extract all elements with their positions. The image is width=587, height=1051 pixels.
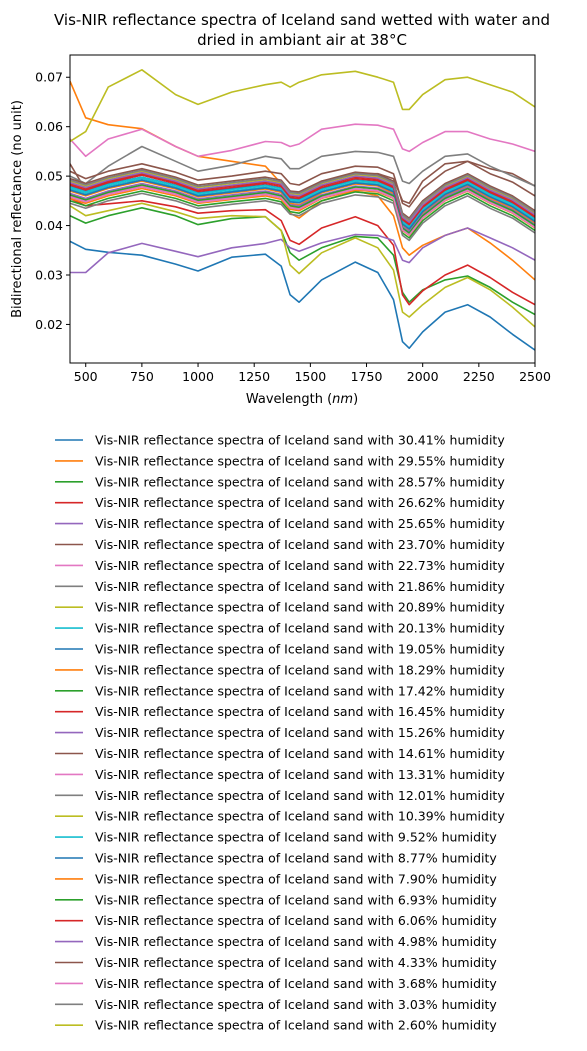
legend-label-11: Vis-NIR reflectance spectra of Iceland s… <box>95 642 505 657</box>
x-axis-label-text: Wavelength <box>246 392 323 407</box>
x-tick-label: 2500 <box>519 369 551 384</box>
series-line-10 <box>70 177 535 229</box>
series-line-19 <box>70 170 535 222</box>
legend-label-29: Vis-NIR reflectance spectra of Iceland s… <box>95 1018 497 1033</box>
plot-area-frame <box>69 54 536 364</box>
legend-label-13: Vis-NIR reflectance spectra of Iceland s… <box>95 683 505 698</box>
legend-label-4: Vis-NIR reflectance spectra of Iceland s… <box>95 495 505 510</box>
legend-label-26: Vis-NIR reflectance spectra of Iceland s… <box>95 955 497 970</box>
x-tick-label: 2000 <box>407 369 439 384</box>
legend-label-17: Vis-NIR reflectance spectra of Iceland s… <box>95 767 505 782</box>
series-line-18 <box>70 192 535 242</box>
x-tick-label: 1250 <box>238 369 270 384</box>
chart-title-line-2: dried in ambiant air at 38°C <box>197 31 407 49</box>
series-line-27 <box>70 186 535 236</box>
legend-label-12: Vis-NIR reflectance spectra of Iceland s… <box>95 662 505 677</box>
series-line-29 <box>70 69 535 143</box>
series-line-24 <box>70 174 535 226</box>
x-tick-label: 1750 <box>351 369 383 384</box>
chart-title: Vis-NIR reflectance spectra of Iceland s… <box>54 11 550 49</box>
series-lines <box>70 69 535 351</box>
series-line-16 <box>70 167 535 219</box>
x-tick-label: 1000 <box>182 369 214 384</box>
x-tick-label: 500 <box>74 369 98 384</box>
series-line-3 <box>70 207 535 316</box>
legend-label-10: Vis-NIR reflectance spectra of Iceland s… <box>95 621 505 636</box>
legend-label-5: Vis-NIR reflectance spectra of Iceland s… <box>95 516 505 531</box>
series-line-15 <box>70 182 535 233</box>
x-axis-label-unit: nm <box>332 392 353 407</box>
x-axis-label: Wavelength (nm) <box>246 392 358 407</box>
series-line-28 <box>70 169 535 221</box>
series-line-9 <box>70 202 535 328</box>
legend-label-27: Vis-NIR reflectance spectra of Iceland s… <box>95 976 497 991</box>
legend-label-8: Vis-NIR reflectance spectra of Iceland s… <box>95 579 505 594</box>
legend-label-3: Vis-NIR reflectance spectra of Iceland s… <box>95 474 505 489</box>
x-tick-label: 2250 <box>463 369 495 384</box>
series-line-4 <box>70 197 535 306</box>
y-tick-label: 0.03 <box>35 268 63 283</box>
series-line-14 <box>70 172 535 224</box>
legend-label-28: Vis-NIR reflectance spectra of Iceland s… <box>95 997 497 1012</box>
legend-label-21: Vis-NIR reflectance spectra of Iceland s… <box>95 851 497 866</box>
y-axis-label: Bidirectional reflectance (no unit) <box>10 100 25 318</box>
y-axis-ticks: 0.02 0.03 0.04 0.05 0.06 0.07 <box>35 70 70 332</box>
legend-label-16: Vis-NIR reflectance spectra of Iceland s… <box>95 746 505 761</box>
legend-label-22: Vis-NIR reflectance spectra of Iceland s… <box>95 871 497 886</box>
x-tick-label: 1500 <box>294 369 326 384</box>
series-line-23 <box>70 184 535 234</box>
x-tick-label: 750 <box>130 369 154 384</box>
legend-label-15: Vis-NIR reflectance spectra of Iceland s… <box>95 725 505 740</box>
chart-title-line-1: Vis-NIR reflectance spectra of Iceland s… <box>54 11 550 29</box>
legend-label-2: Vis-NIR reflectance spectra of Iceland s… <box>95 453 505 468</box>
series-line-21 <box>70 179 535 230</box>
legend-label-7: Vis-NIR reflectance spectra of Iceland s… <box>95 558 505 573</box>
series-line-7 <box>70 123 535 158</box>
series-line-25 <box>70 171 535 223</box>
y-tick-label: 0.06 <box>35 119 63 134</box>
legend-label-1: Vis-NIR reflectance spectra of Iceland s… <box>95 433 505 448</box>
y-tick-label: 0.05 <box>35 169 63 184</box>
legend-label-24: Vis-NIR reflectance spectra of Iceland s… <box>95 913 497 928</box>
legend-label-14: Vis-NIR reflectance spectra of Iceland s… <box>95 704 505 719</box>
series-line-12 <box>70 180 535 232</box>
legend-label-25: Vis-NIR reflectance spectra of Iceland s… <box>95 934 497 949</box>
legend-label-19: Vis-NIR reflectance spectra of Iceland s… <box>95 809 505 824</box>
legend-label-23: Vis-NIR reflectance spectra of Iceland s… <box>95 892 497 907</box>
series-line-5 <box>70 227 535 274</box>
legend: Vis-NIR reflectance spectra of Iceland s… <box>55 433 505 1033</box>
legend-label-9: Vis-NIR reflectance spectra of Iceland s… <box>95 600 505 615</box>
legend-label-6: Vis-NIR reflectance spectra of Iceland s… <box>95 537 505 552</box>
legend-label-20: Vis-NIR reflectance spectra of Iceland s… <box>95 830 497 845</box>
y-tick-label: 0.07 <box>35 70 63 85</box>
legend-label-18: Vis-NIR reflectance spectra of Iceland s… <box>95 788 505 803</box>
series-line-20 <box>70 176 535 228</box>
y-tick-label: 0.02 <box>35 317 63 332</box>
series-line-1 <box>70 240 535 351</box>
series-line-8 <box>70 145 535 187</box>
series-line-13 <box>70 190 535 239</box>
series-line-26 <box>70 160 535 208</box>
y-tick-label: 0.04 <box>35 218 63 233</box>
x-axis-ticks: 500 750 1000 1250 1500 1750 2000 2250 2500 <box>74 363 551 384</box>
